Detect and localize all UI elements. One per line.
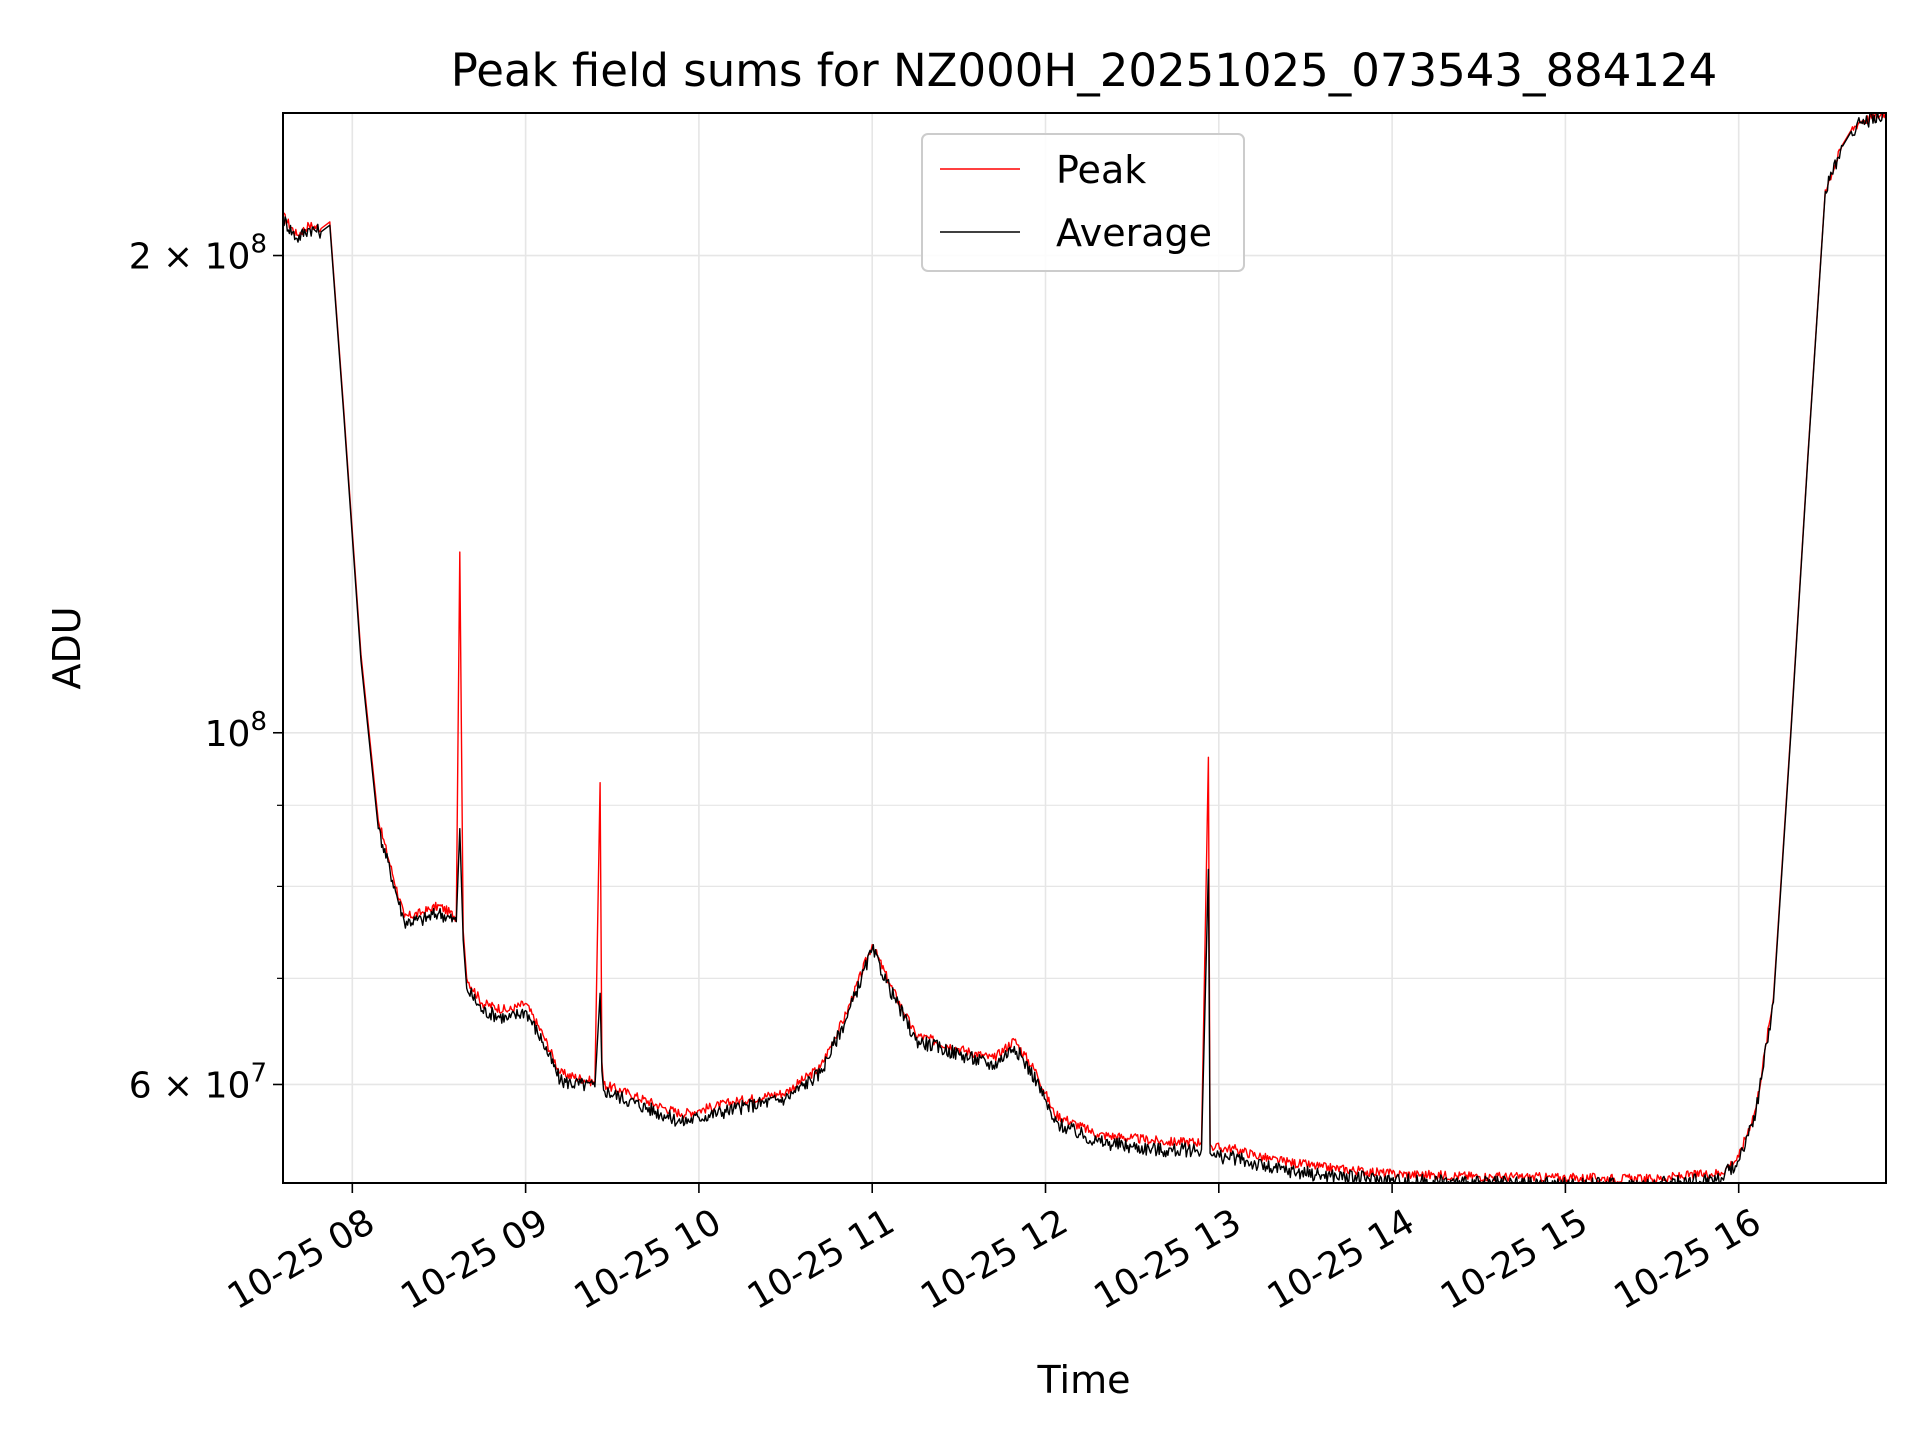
y-tick-label: 6 × 107	[129, 1058, 267, 1106]
series-line-average	[283, 113, 1886, 1183]
chart-title: Peak field sums for NZ000H_20251025_0735…	[451, 44, 1718, 97]
legend-label-peak: Peak	[1056, 148, 1146, 192]
y-tick-label: 2 × 108	[129, 230, 267, 278]
plot-frame	[282, 112, 1887, 1184]
x-axis-label: Time	[1037, 1358, 1131, 1402]
legend-label-average: Average	[1056, 211, 1212, 255]
y-axis-label: ADU	[45, 606, 89, 689]
series-line-peak	[283, 113, 1886, 1183]
y-tick-label: 108	[205, 707, 267, 755]
legend: Peak Average	[921, 133, 1245, 272]
plot-area	[283, 113, 1886, 1183]
